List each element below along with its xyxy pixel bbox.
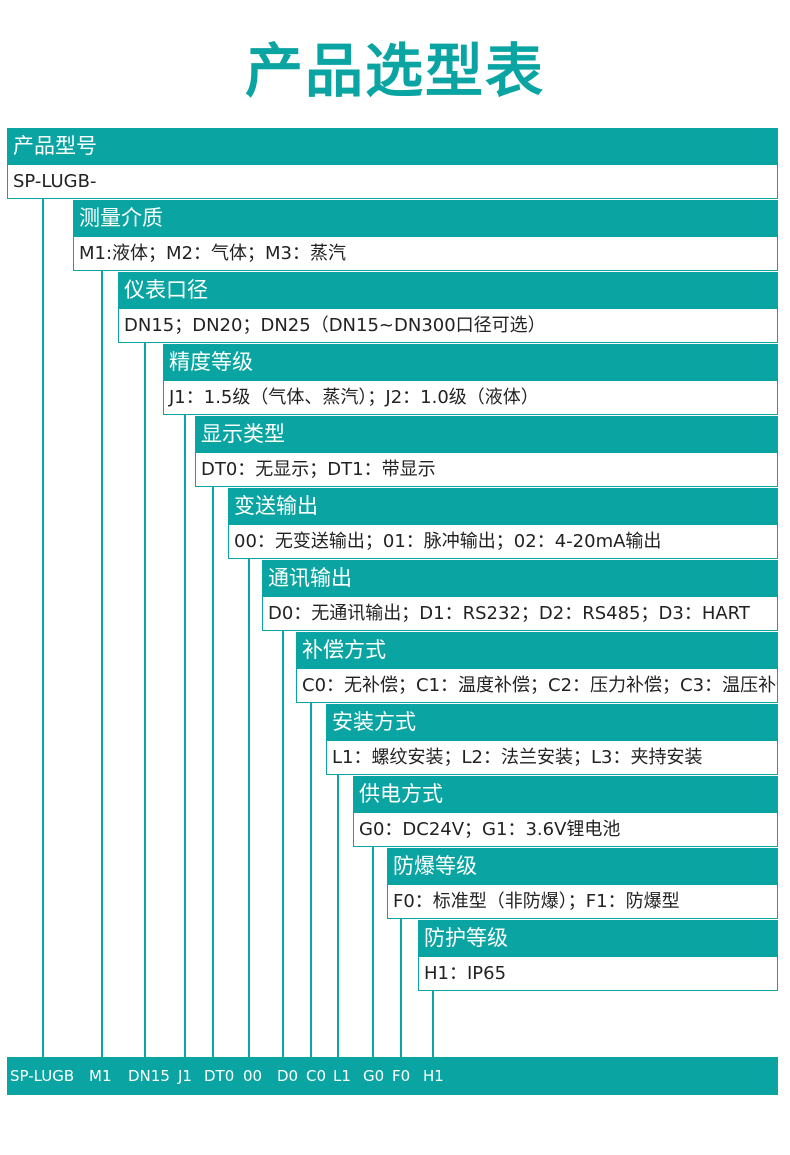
block-header: 变送输出 <box>228 488 778 525</box>
connector-line <box>212 487 214 1057</box>
selection-block: 防护等级 H1：IP65 <box>418 920 778 991</box>
block-options: M1:液体；M2：气体；M3：蒸汽 <box>73 237 778 271</box>
page-title: 产品选型表 <box>244 37 545 105</box>
selection-block: 测量介质 M1:液体；M2：气体；M3：蒸汽 <box>73 200 778 271</box>
block-options: C0：无补偿；C1：温度补偿；C2：压力补偿；C3：温压补偿 <box>296 669 778 703</box>
block-header: 防护等级 <box>418 920 778 957</box>
block-options: G0：DC24V；G1：3.6V锂电池 <box>353 813 778 847</box>
connector-line <box>42 199 44 1057</box>
block-header: 精度等级 <box>163 344 778 381</box>
connector-line <box>400 919 402 1057</box>
code-segment: J1 <box>178 1067 192 1085</box>
block-header: 防爆等级 <box>387 848 778 885</box>
block-header: 产品型号 <box>7 128 778 165</box>
code-segment: SP-LUGB <box>10 1067 75 1085</box>
selection-block: 安装方式 L1：螺纹安装；L2：法兰安装；L3：夹持安装 <box>326 704 778 775</box>
selection-block: 仪表口径 DN15；DN20；DN25（DN15~DN300口径可选） <box>118 272 778 343</box>
block-options: H1：IP65 <box>418 957 778 991</box>
connector-line <box>144 343 146 1057</box>
selection-block: 精度等级 J1：1.5级（气体、蒸汽）；J2：1.0级（液体） <box>163 344 778 415</box>
block-options: DT0：无显示；DT1：带显示 <box>195 453 778 487</box>
block-header: 测量介质 <box>73 200 778 237</box>
code-segment: D0 <box>277 1067 299 1085</box>
code-segment: H1 <box>423 1067 444 1085</box>
code-segment: DT0 <box>204 1067 235 1085</box>
connector-line <box>372 847 374 1057</box>
connector-line <box>248 559 250 1057</box>
code-segment: L1 <box>333 1067 351 1085</box>
block-header: 安装方式 <box>326 704 778 741</box>
connector-line <box>101 271 103 1057</box>
connector-line <box>310 703 312 1057</box>
selection-block: 防爆等级 F0：标准型（非防爆）；F1：防爆型 <box>387 848 778 919</box>
block-options: D0：无通讯输出；D1：RS232；D2：RS485；D3：HART <box>262 597 778 631</box>
code-segment: DN15 <box>128 1067 170 1085</box>
selection-block: 通讯输出 D0：无通讯输出；D1：RS232；D2：RS485；D3：HART <box>262 560 778 631</box>
connector-line <box>282 631 284 1057</box>
block-header: 仪表口径 <box>118 272 778 309</box>
block-options: F0：标准型（非防爆）；F1：防爆型 <box>387 885 778 919</box>
block-options: DN15；DN20；DN25（DN15~DN300口径可选） <box>118 309 778 343</box>
selection-block: 产品型号 SP-LUGB- <box>7 128 778 199</box>
code-segment: C0 <box>306 1067 327 1085</box>
code-segment: G0 <box>363 1067 385 1085</box>
connector-line <box>337 775 339 1057</box>
selection-block: 变送输出 00：无变送输出；01：脉冲输出；02：4-20mA输出 <box>228 488 778 559</box>
block-options: J1：1.5级（气体、蒸汽）；J2：1.0级（液体） <box>163 381 778 415</box>
selection-block: 补偿方式 C0：无补偿；C1：温度补偿；C2：压力补偿；C3：温压补偿 <box>296 632 778 703</box>
block-options: SP-LUGB- <box>7 165 778 199</box>
code-segment: 00 <box>243 1067 263 1085</box>
block-header: 显示类型 <box>195 416 778 453</box>
block-header: 补偿方式 <box>296 632 778 669</box>
code-segment: F0 <box>392 1067 411 1085</box>
selection-block: 显示类型 DT0：无显示；DT1：带显示 <box>195 416 778 487</box>
selection-block: 供电方式 G0：DC24V；G1：3.6V锂电池 <box>353 776 778 847</box>
connector-line <box>432 991 434 1057</box>
connector-line <box>184 415 186 1057</box>
code-segment: M1 <box>89 1067 112 1085</box>
block-header: 通讯输出 <box>262 560 778 597</box>
block-options: 00：无变送输出；01：脉冲输出；02：4-20mA输出 <box>228 525 778 559</box>
block-header: 供电方式 <box>353 776 778 813</box>
block-options: L1：螺纹安装；L2：法兰安装；L3：夹持安装 <box>326 741 778 775</box>
example-code-bar: SP-LUGB M1 DN15 J1 DT0 00 D0 C0 L1 G0 F0 H1 <box>7 1057 778 1095</box>
